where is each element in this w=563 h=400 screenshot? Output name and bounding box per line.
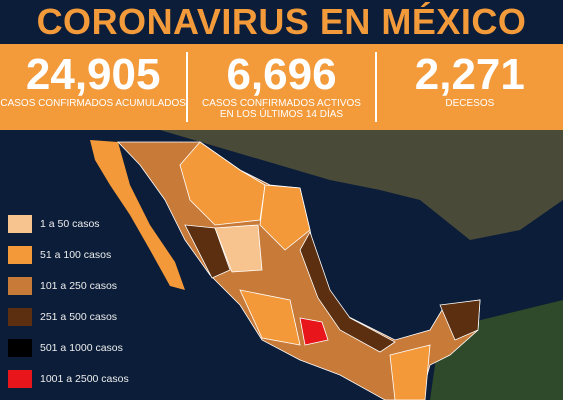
state (439, 299, 481, 341)
stat: 2,271 DECESOS (377, 52, 563, 122)
legend-swatch (8, 245, 32, 264)
title: CORONAVIRUS EN MÉXICO (36, 1, 527, 42)
state (299, 317, 329, 346)
state (389, 344, 431, 400)
stat-number: 6,696 (226, 50, 337, 99)
legend-item: 1001 a 2500 casos (8, 363, 129, 394)
land-north (160, 130, 563, 240)
stat-label: CASOS CONFIRMADOS ACTIVOS (202, 98, 361, 109)
state (259, 184, 311, 251)
legend-item: 251 a 500 casos (8, 301, 129, 332)
legend-label: 251 a 500 casos (40, 310, 118, 323)
state (299, 231, 396, 353)
legend-swatch (8, 338, 32, 357)
state (239, 289, 301, 346)
legend-item: 101 a 250 casos (8, 270, 129, 301)
state (184, 224, 231, 279)
legend-label: 101 a 250 casos (40, 279, 118, 292)
legend-swatch (8, 276, 32, 295)
legend-label: 1 a 50 casos (40, 217, 100, 230)
stat-number: 2,271 (414, 50, 525, 99)
legend-label: 1001 a 2500 casos (40, 372, 129, 385)
baja (90, 140, 185, 290)
legend: 1 a 50 casos 51 a 100 casos 101 a 250 caso… (8, 208, 129, 394)
legend-item: 501 a 1000 casos (8, 332, 129, 363)
legend-swatch (8, 307, 32, 326)
stat-label: CASOS CONFIRMADOS ACUMULADOS (0, 98, 186, 109)
legend-swatch (8, 369, 32, 388)
stat-label: DECESOS (445, 98, 495, 109)
stats-band: 24,905 CASOS CONFIRMADOS ACUMULADOS 6,696 C… (0, 44, 563, 130)
state (214, 224, 263, 273)
stat: 6,696 CASOS CONFIRMADOS ACTIVOS EN LOS ÚLT… (188, 50, 377, 122)
stat-number: 24,905 (25, 50, 161, 99)
legend-label: 51 a 100 casos (40, 248, 112, 261)
stat-label: EN LOS ÚLTIMOS 14 DÍAS (219, 109, 344, 120)
stat: 24,905 CASOS CONFIRMADOS ACUMULADOS (0, 50, 189, 122)
legend-label: 501 a 1000 casos (40, 341, 123, 354)
legend-item: 1 a 50 casos (8, 208, 129, 239)
legend-swatch (8, 214, 32, 233)
state (179, 141, 266, 226)
legend-item: 51 a 100 casos (8, 239, 129, 270)
